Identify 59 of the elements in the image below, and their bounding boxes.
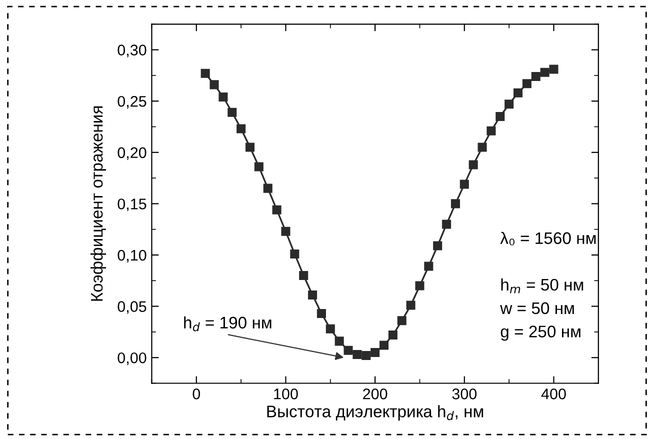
point: [272, 205, 282, 214]
point: [334, 336, 344, 346]
point: [433, 241, 442, 250]
point: [308, 290, 318, 300]
point: [316, 308, 326, 318]
annotation: g = 250 нм: [500, 326, 580, 341]
y-tick-label: 0,25: [118, 96, 146, 109]
point: [549, 64, 558, 74]
x-tick-label: 300: [452, 388, 477, 400]
point: [397, 316, 406, 326]
x-tick-label: 400: [541, 388, 566, 400]
point: [406, 300, 416, 310]
point: [245, 142, 255, 152]
annotation: w = 50 нм: [500, 302, 574, 314]
annotation: h$_{m}$ = 50 нм: [501, 278, 584, 294]
x-tick-label: 200: [363, 388, 388, 400]
point: [344, 346, 353, 355]
x-tick-label: 0: [192, 388, 200, 400]
point: [478, 142, 487, 152]
point: [486, 126, 496, 136]
y-tick-label: 0,05: [118, 301, 146, 314]
point: [415, 281, 424, 290]
annotation: h$_{d}$ = 190 нм: [184, 316, 272, 332]
point: [228, 108, 237, 117]
point: [352, 350, 362, 360]
point: [218, 92, 228, 102]
point: [263, 184, 272, 193]
y-tick-label: 0,00: [118, 352, 146, 366]
point: [362, 351, 371, 360]
x-tick-label: 100: [274, 388, 298, 400]
point: [442, 220, 452, 229]
point: [540, 68, 550, 77]
point: [326, 324, 335, 334]
point: [460, 180, 469, 189]
y-tick-label: 0,30: [118, 44, 146, 58]
point: [370, 348, 380, 357]
point: [281, 226, 290, 236]
x-axis-title: Выстота диэлектрика h$_{d}$, нм: [267, 405, 484, 421]
y-tick-label: 0,10: [118, 250, 146, 262]
point: [513, 88, 523, 98]
point: [254, 162, 264, 172]
point: [299, 271, 308, 280]
point: [522, 79, 532, 88]
point: [531, 72, 540, 81]
point: [388, 330, 398, 340]
point: [290, 249, 300, 258]
point: [468, 160, 478, 170]
point: [236, 124, 246, 134]
point: [504, 100, 514, 109]
point: [424, 262, 434, 271]
point: [210, 80, 219, 90]
y-tick-label: 0,20: [118, 147, 146, 160]
y-tick-label: 0,15: [118, 198, 146, 212]
point: [379, 340, 389, 350]
point: [496, 112, 505, 121]
y-axis-title: Коэффициент отражения: [90, 106, 106, 301]
point: [450, 199, 460, 208]
annotation: λ₀ = 1560 нм: [500, 232, 596, 246]
point: [200, 68, 210, 78]
